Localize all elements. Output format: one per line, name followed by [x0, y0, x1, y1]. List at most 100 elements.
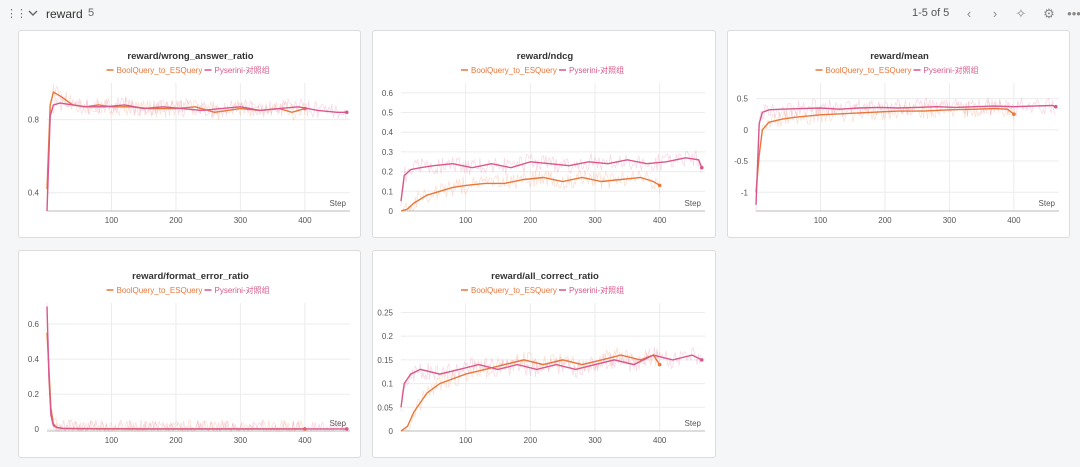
x-tick-label: 400: [653, 436, 667, 445]
x-tick-label: 400: [1007, 216, 1021, 225]
chart-title: reward/format_error_ratio: [132, 271, 249, 282]
series-line[interactable]: [46, 102, 347, 212]
chart-title: reward/all_correct_ratio: [491, 271, 599, 282]
x-tick-label: 200: [169, 436, 183, 445]
legend-label[interactable]: Pyserini-对照组: [215, 285, 270, 295]
x-tick-label: 100: [105, 216, 119, 225]
legend-label[interactable]: BoolQuery_to_ESQuery: [117, 66, 203, 75]
x-axis-label: Step: [330, 199, 347, 208]
y-tick-label: 0: [744, 126, 749, 135]
x-tick-label: 200: [524, 216, 538, 225]
chart-title: reward/wrong_answer_ratio: [127, 51, 253, 62]
sparkle-icon[interactable]: ✧: [1015, 6, 1027, 21]
y-tick-label: 0: [389, 427, 394, 436]
x-axis-label: Step: [685, 419, 702, 428]
chevron-down-icon[interactable]: [26, 6, 40, 20]
section-header: ⋮⋮ reward 5 1-5 of 5 ‹ › ✧ ⚙ •••: [0, 0, 1080, 28]
y-tick-label: 0.15: [377, 356, 393, 365]
series-end-point: [344, 427, 349, 431]
chart-panel-all-correct-ratio[interactable]: reward/all_correct_ratio BoolQuery_to_ESQ…: [372, 250, 716, 458]
series-end-point: [1012, 112, 1016, 117]
series-end-point: [1053, 104, 1058, 109]
x-axis-label: Step: [685, 199, 702, 208]
chart-panel-mean[interactable]: reward/mean BoolQuery_to_ESQuery Pyserini-…: [727, 30, 1070, 238]
y-tick-label: 0.3: [382, 148, 394, 157]
chart-all-correct-ratio: reward/all_correct_ratio BoolQuery_to_ESQ…: [377, 271, 705, 445]
y-tick-label: 0.05: [377, 403, 393, 412]
y-tick-label: 0.6: [382, 89, 394, 98]
chart-panel-wrong-answer-ratio[interactable]: reward/wrong_answer_ratio BoolQuery_to_ES…: [18, 30, 361, 238]
series-raw-line: [46, 93, 347, 212]
y-tick-label: 0.2: [382, 168, 394, 177]
x-tick-label: 300: [588, 216, 602, 225]
x-tick-label: 100: [459, 216, 473, 225]
chart-ndcg: reward/ndcg BoolQuery_to_ESQuery Pyserini-…: [382, 51, 705, 225]
section-title: reward: [46, 7, 83, 21]
more-icon[interactable]: •••: [1067, 6, 1080, 21]
x-tick-label: 300: [588, 436, 602, 445]
chevron-right-icon[interactable]: ›: [992, 6, 998, 21]
series-line[interactable]: [755, 104, 1057, 205]
chart-panel-ndcg[interactable]: reward/ndcg BoolQuery_to_ESQuery Pyserini-…: [372, 30, 716, 238]
y-tick-label: 0.6: [28, 320, 40, 329]
legend-label[interactable]: Pyserini-对照组: [924, 65, 979, 75]
x-axis-label: Step: [1039, 199, 1056, 208]
y-tick-label: 0.5: [737, 95, 749, 104]
series-line[interactable]: [755, 107, 1015, 193]
y-tick-label: 0: [389, 207, 394, 216]
series-line[interactable]: [400, 354, 703, 408]
x-tick-label: 400: [298, 216, 312, 225]
series-end-point: [699, 358, 704, 362]
x-tick-label: 300: [234, 436, 248, 445]
x-tick-label: 300: [943, 216, 957, 225]
x-tick-label: 200: [169, 216, 183, 225]
gear-icon[interactable]: ⚙: [1043, 6, 1055, 21]
drag-handle-icon[interactable]: ⋮⋮: [6, 8, 27, 20]
series-raw-line: [400, 347, 661, 432]
chart-title: reward/mean: [870, 51, 929, 62]
series-end-point: [657, 362, 662, 367]
chart-wrong-answer-ratio: reward/wrong_answer_ratio BoolQuery_to_ES…: [28, 51, 350, 225]
y-tick-label: 0.1: [382, 380, 394, 389]
y-tick-label: 0: [35, 425, 40, 434]
series-raw-line: [400, 347, 702, 412]
legend-label[interactable]: Pyserini-对照组: [215, 65, 270, 75]
x-tick-label: 300: [234, 216, 248, 225]
x-tick-label: 200: [524, 436, 538, 445]
legend-label[interactable]: Pyserini-对照组: [569, 285, 624, 295]
series-line[interactable]: [400, 157, 703, 202]
x-tick-label: 100: [459, 436, 473, 445]
chart-format-error-ratio: reward/format_error_ratio BoolQuery_to_ES…: [28, 271, 350, 445]
y-tick-label: 0.4: [382, 128, 394, 137]
x-axis-label: Step: [330, 419, 347, 428]
pager-text: 1-5 of 5: [912, 7, 950, 19]
x-tick-label: 100: [814, 216, 828, 225]
series-end-point: [657, 183, 662, 188]
legend-label[interactable]: BoolQuery_to_ESQuery: [471, 286, 557, 295]
series-raw-line: [400, 149, 702, 207]
series-line[interactable]: [400, 176, 661, 212]
x-tick-label: 400: [298, 436, 312, 445]
y-tick-label: 0.2: [28, 390, 40, 399]
legend-label[interactable]: BoolQuery_to_ESQuery: [117, 286, 203, 295]
legend-label[interactable]: BoolQuery_to_ESQuery: [471, 66, 557, 75]
y-tick-label: 0.8: [28, 116, 40, 125]
legend-label[interactable]: BoolQuery_to_ESQuery: [826, 66, 912, 75]
chevron-left-icon[interactable]: ‹: [966, 6, 972, 21]
series-line[interactable]: [46, 306, 347, 430]
x-tick-label: 200: [878, 216, 892, 225]
y-tick-label: -1: [741, 188, 749, 197]
section-count: 5: [88, 7, 95, 19]
series-raw-line: [46, 302, 347, 433]
legend-label[interactable]: Pyserini-对照组: [569, 65, 624, 75]
y-tick-label: 0.5: [382, 109, 394, 118]
series-line[interactable]: [400, 354, 661, 432]
chart-mean: reward/mean BoolQuery_to_ESQuery Pyserini-…: [734, 51, 1059, 225]
series-end-point: [699, 165, 704, 170]
x-tick-label: 400: [653, 216, 667, 225]
y-tick-label: 0.4: [28, 355, 40, 364]
y-tick-label: 0.1: [382, 187, 394, 196]
y-tick-label: 0.25: [377, 308, 393, 317]
y-tick-label: -0.5: [734, 157, 748, 166]
chart-panel-format-error-ratio[interactable]: reward/format_error_ratio BoolQuery_to_ES…: [18, 250, 361, 458]
